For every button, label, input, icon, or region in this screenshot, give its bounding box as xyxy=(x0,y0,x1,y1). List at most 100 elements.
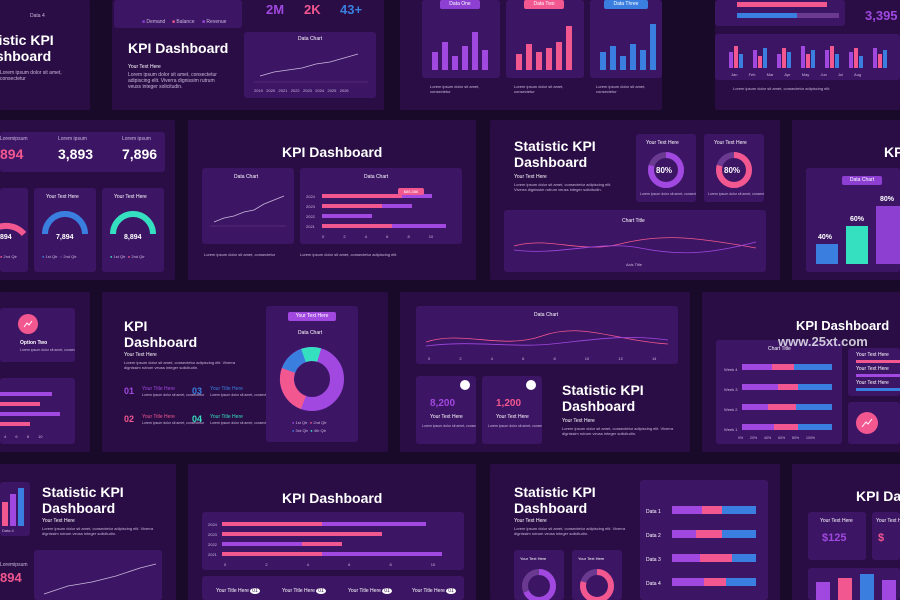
money-a-title: Your Text Here xyxy=(820,518,853,524)
slide-r3-c4: KPI Dashboard Chart Title Week 4 Week 3 We… xyxy=(702,292,900,452)
tab-data-one: Data One xyxy=(440,0,480,9)
wave-r3-axis: 0 2 4 6 8 10 12 14 xyxy=(428,356,657,361)
mini-a-val: 8,200 xyxy=(430,398,456,409)
donut-big-title: Data Chart xyxy=(298,330,323,336)
data-4-label: Data 4 xyxy=(30,13,45,19)
lorem-r4c3: Lorem ipsum dolor sit amet, consectetur … xyxy=(514,526,626,536)
step-03-title: Your Title Here xyxy=(210,386,243,392)
pct-bars xyxy=(816,206,900,264)
donut-card-b: Your Text Here 80% Lorem ipsum dolor sit… xyxy=(704,134,764,202)
kpi-title-r3-l2: Dashboard xyxy=(124,334,198,350)
chart-up-icon xyxy=(856,412,878,434)
r4-axis: 0 2 4 6 8 10 xyxy=(224,562,436,567)
gauge-3-legend: ● 1st Qtr ● 2nd Qtr xyxy=(110,254,145,259)
r4-data-rows-card: Data 1 Data 2 Data 3 Data 4 xyxy=(640,480,768,600)
r4-line xyxy=(43,563,157,595)
pct-axis: 0% 20% 40% 60% 80% 100% xyxy=(738,436,815,440)
slide-r2-c1: Loremipsum 894 Lorem ipsum 3,893 Lorem i… xyxy=(0,120,175,280)
step-01-text: Lorem ipsum dolor sit amet, consectetur xyxy=(142,393,205,397)
bar-card-one: Data One xyxy=(422,0,500,78)
mini-card-a: 8,200 Your Text Here Lorem ipsum dolor s… xyxy=(416,376,476,444)
lorem-bar-1: Lorem ipsum dolor sit amet, consectetur xyxy=(430,84,480,94)
option-card: Option Two Lorem ipsum dolor sit amet, c… xyxy=(0,308,75,362)
stat-2m: 2M xyxy=(266,2,285,17)
gauge-2 xyxy=(42,211,88,235)
money-b-title: Your Text Here xyxy=(876,518,900,524)
step-04-text: Lorem ipsum dolor sit amet, consectetur xyxy=(210,421,273,425)
r4-donut-card-a: Your Text Here xyxy=(514,550,564,600)
legend-demand: Demand xyxy=(146,19,166,25)
mini-a-lorem: Lorem ipsum dolor sit amet, consectetur xyxy=(422,424,476,428)
money-b-val: $ xyxy=(878,532,885,544)
legend-balance: Balance xyxy=(176,19,195,25)
money-card-b: Your Text Here $ xyxy=(872,512,900,560)
your-text-r1: Your Text Here xyxy=(128,64,161,70)
counter-c: 7,896 xyxy=(122,146,158,162)
wave-r3 xyxy=(425,330,669,347)
bar-card-two: Data Two xyxy=(506,0,584,78)
lorem-r3-c3: Lorem ipsum dolor sit amet, consectetur … xyxy=(562,426,674,436)
r4-data-4: Data 4 xyxy=(2,528,14,533)
slide-r4-c4: KPI Dashboard Your Text Here $125 Your T… xyxy=(792,464,900,600)
top-legend-card: ■ Demand ■ Balance ■ Revenue xyxy=(114,0,242,28)
r4-step-4: Your Title Here 01 xyxy=(412,588,456,594)
counter-b: 3,893 xyxy=(58,146,94,162)
wave-card-r3: Data Chart 0 2 4 6 8 10 12 14 xyxy=(416,306,678,364)
donut-big-legend-2: ● 3rd Qtr ● 4th Qtr xyxy=(292,428,327,433)
gauge-2-title: Your Text Here xyxy=(46,194,79,200)
line-chart-r2 xyxy=(210,195,286,227)
r4-hbar-card: 2024 2023 2022 2021 0 2 4 6 8 10 xyxy=(202,512,464,570)
hbar-left xyxy=(0,392,60,426)
gauge-3 xyxy=(110,211,156,235)
donut-a-val: 80% xyxy=(656,166,673,175)
hbar-top xyxy=(737,2,839,18)
frag-title-1: Statistic KPI xyxy=(0,32,54,48)
gauge-card-1: 894 xyxy=(0,188,28,272)
hbar-card-left: 4 6 8 10 xyxy=(0,378,75,444)
stat-title-r4c3-l1: Statistic KPI xyxy=(514,484,596,500)
week-bars xyxy=(742,364,832,430)
data-chart-label-r1: Data Chart xyxy=(298,36,323,42)
donut-b-title: Your Text Here xyxy=(714,140,747,146)
legend-revenue: Revenue xyxy=(206,19,227,25)
month-bars xyxy=(729,46,887,68)
r4-mini-bars-card: Data 4 xyxy=(0,482,30,536)
pct-80: 80% xyxy=(880,196,895,203)
side-bars xyxy=(856,360,900,391)
year-axis-r1: 2019 2020 2021 2022 2023 2024 2025 2026 xyxy=(254,88,349,93)
gauge-card-3: Your Text Here 8,894 ● 1st Qtr ● 2nd Qtr xyxy=(102,188,164,272)
side-icon-card xyxy=(848,402,900,444)
donut-b-lorem: Lorem ipsum dolor sit amet, consectetur xyxy=(708,192,764,196)
kpi-title-r3-l1: KPI xyxy=(124,318,148,334)
r4-step-1: Your Title Here 01 xyxy=(216,588,260,594)
kpi-title-r1: KPI Dashboard xyxy=(128,40,229,56)
mini-a-title: Your Text Here xyxy=(430,414,463,420)
slide-r3-c3: Data Chart 0 2 4 6 8 10 12 14 8,200 Your… xyxy=(400,292,690,452)
r4-donut-a xyxy=(522,569,556,600)
slide-r1-c3: Data One Data Two Data Three Lorem ipsum… xyxy=(400,0,662,110)
stat-title-r4-l1: Statistic KPI xyxy=(42,484,124,500)
lorem-r1-c4: Lorem ipsum dolor sit amet, consectetur … xyxy=(733,86,831,91)
months-axis: Jan Feb Mar Apr May Jun Jul Aug xyxy=(731,72,862,77)
data-chart-label-r2: Data Chart xyxy=(234,174,259,180)
money-a-val: $125 xyxy=(822,532,847,544)
big-num-right: 3,395 xyxy=(865,8,898,23)
pct-40: 40% xyxy=(818,234,833,241)
line-chart-card-r1: Data Chart 2019 2020 2021 2022 2023 2024… xyxy=(244,32,376,98)
r4-donut-b xyxy=(580,569,614,600)
watermark-text: www.25xt.com xyxy=(778,334,868,349)
hbar-years: 2024 2023 2022 2021 xyxy=(306,194,315,229)
your-text-r4: Your Text Here xyxy=(42,518,75,524)
stat-43: 43+ xyxy=(340,2,363,17)
r4-donut-a-title: Your Text Here xyxy=(520,556,547,561)
hbar-card-r2: Data Chart $85,386 2024 2023 2022 2021 0 2 … xyxy=(300,168,462,244)
option-lorem: Lorem ipsum dolor sit amet, consectetur xyxy=(20,348,75,352)
lorem-r2-b: Lorem ipsum dolor sit amet, consectetur … xyxy=(300,252,398,257)
donut-big-legend-1: ● 1st Qtr ● 2nd Qtr xyxy=(292,420,327,425)
side-title-1: Your Text Here xyxy=(856,352,889,358)
step-02-text: Lorem ipsum dolor sit amet, consectetur xyxy=(142,421,205,425)
slide-r3-c2: KPI Dashboard Your Text Here Lorem ipsum… xyxy=(102,292,388,452)
week-labels: Week 4 Week 3 Week 2 Week 1 xyxy=(724,367,738,432)
week-chart-card: Chart Title Week 4 Week 3 Week 2 Week 1 0% … xyxy=(716,340,842,444)
hbar-value-tag: $85,386 xyxy=(398,188,424,195)
